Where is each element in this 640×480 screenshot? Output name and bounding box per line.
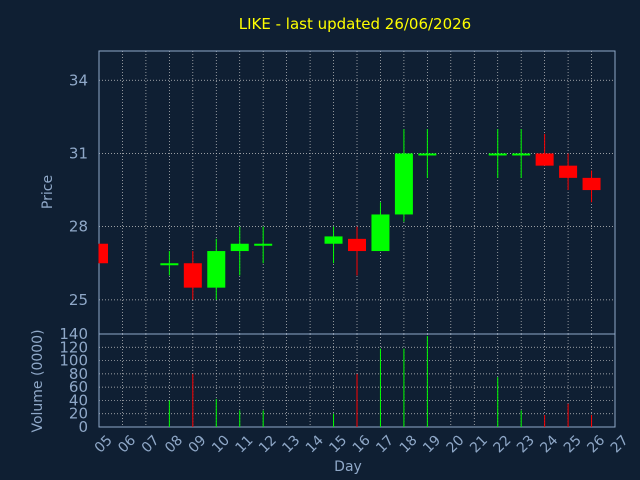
candle-body (324, 236, 343, 244)
candle-body (207, 251, 226, 288)
candle-body (488, 153, 507, 156)
volume-tick-label: 20 (69, 405, 88, 423)
candle-body (99, 243, 108, 264)
x-tick-label: 06 (115, 432, 139, 456)
volume-axis-label: Volume (0000) (30, 329, 46, 432)
x-tick-label: 18 (397, 432, 421, 456)
candle-body (254, 243, 273, 246)
volume-tick-label: 60 (69, 378, 88, 396)
volume-tick-label: 120 (59, 338, 88, 356)
x-tick-label: 20 (444, 432, 468, 456)
x-tick-label: 05 (92, 432, 116, 456)
chart-title: LIKE - last updated 26/06/2026 (239, 15, 471, 33)
candle-body (394, 153, 413, 215)
x-tick-label: 13 (279, 432, 303, 456)
price-axis-label: Price (40, 175, 56, 209)
candle-body (230, 243, 249, 252)
candle-body (559, 165, 578, 178)
x-tick-label: 14 (303, 432, 327, 456)
price-tick-label: 34 (69, 71, 88, 89)
candle-body (512, 153, 531, 156)
x-tick-label: 09 (186, 432, 210, 456)
candle-body (183, 263, 202, 288)
x-tick-label: 21 (467, 432, 491, 456)
candle-body (418, 153, 437, 156)
x-tick-label: 08 (162, 432, 186, 456)
x-tick-label: 15 (326, 432, 350, 456)
x-tick-label: 27 (608, 432, 632, 456)
candle-body (348, 238, 366, 252)
x-tick-label: 11 (233, 432, 257, 456)
x-tick-label: 19 (420, 432, 444, 456)
volume-tick-label: 40 (69, 391, 88, 409)
volume-tick-label: 80 (69, 365, 88, 383)
x-tick-label: 25 (561, 432, 585, 456)
x-tick-label: 10 (209, 432, 233, 456)
x-tick-label: 22 (491, 432, 515, 456)
x-axis-label: Day (334, 459, 362, 475)
x-tick-labels: 05 06 07 08 09 10 11 12 13 14 15 16 17 18 19 20 21 22 23 24… (92, 432, 632, 456)
candle-body (535, 153, 554, 166)
x-tick-label: 26 (584, 432, 608, 456)
price-tick-label: 31 (69, 144, 88, 162)
x-tick-label: 12 (256, 432, 280, 456)
x-tick-label: 24 (537, 432, 561, 456)
x-tick-label: 07 (139, 432, 163, 456)
volume-bars (168, 335, 593, 427)
candle-body (582, 177, 601, 191)
x-tick-label: 16 (350, 432, 374, 456)
volume-tick-label: 100 (59, 352, 88, 370)
volume-tick-label: 0 (78, 418, 88, 436)
price-tick-label: 28 (69, 218, 88, 236)
x-tick-label: 17 (373, 432, 397, 456)
price-tick-label: 25 (69, 291, 88, 309)
volume-tick-label: 140 (59, 325, 88, 343)
candle-body (160, 263, 179, 266)
candlesticks (98, 129, 601, 300)
candle-body (371, 214, 390, 252)
x-tick-label: 23 (514, 432, 538, 456)
